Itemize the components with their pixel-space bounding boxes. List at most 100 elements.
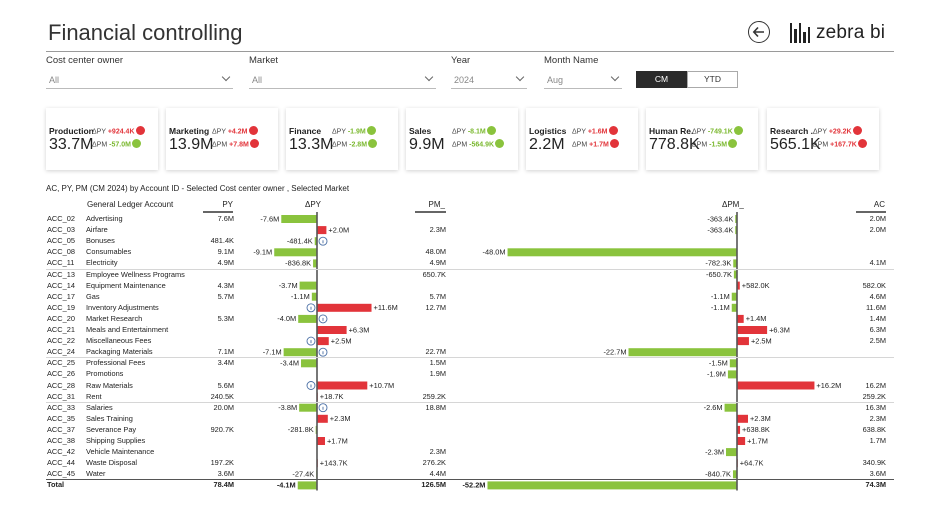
dpm-value: -2.8M: [349, 141, 368, 149]
info-circle-icon[interactable]: [318, 236, 328, 246]
table-row[interactable]: ACC_02 Advertising 7.6M 2.0M: [46, 213, 886, 224]
dpy-bar: [311, 292, 317, 301]
table-row[interactable]: ACC_35 Sales Training 2.3M: [46, 413, 886, 424]
dpy-bar: [301, 359, 317, 368]
table-row[interactable]: ACC_28 Raw Materials 5.6M 16.2M: [46, 380, 886, 391]
table-row[interactable]: ACC_03 Airfare 2.3M 2.0M: [46, 224, 886, 235]
kpi-card-research[interactable]: Research ... 565.1K ΔPY +29.2K ΔPM +167.7K: [767, 108, 879, 170]
account-name: Promotions: [86, 369, 124, 379]
dpm-bar-label: +2.3M: [750, 414, 771, 423]
py-value: 5.3M: [217, 313, 234, 323]
dpm-bar: [735, 226, 737, 235]
month-select[interactable]: Aug: [544, 69, 622, 89]
dpy-bar-label: -7.6M: [260, 214, 279, 223]
table-row[interactable]: ACC_45 Water 3.6M 4.4M 3.6M: [46, 468, 886, 479]
table-row[interactable]: ACC_26 Promotions 1.9M: [46, 368, 886, 379]
status-dot-icon: [609, 139, 619, 148]
pm-value: 12.7M: [425, 302, 446, 312]
card-dpy-row: ΔPY -749.1K: [692, 126, 743, 136]
dpm-bar-label: +1.4M: [746, 314, 767, 323]
info-circle-icon[interactable]: [318, 347, 328, 357]
dpm-bar: [729, 359, 737, 368]
market-select[interactable]: All: [249, 69, 436, 89]
py-value: 481.4K: [210, 236, 234, 246]
table-row[interactable]: ACC_13 Employee Wellness Programs 650.7K: [46, 269, 886, 280]
dpy-label: ΔPY: [452, 128, 466, 136]
kpi-card-marketing[interactable]: Marketing 13.9M ΔPY +4.2M ΔPM +7.8M: [166, 108, 278, 170]
pm-header-underline: [415, 211, 446, 213]
py-value: 240.5K: [210, 391, 234, 401]
table-row[interactable]: ACC_20 Market Research 5.3M 1.4M: [46, 313, 886, 324]
dpy-bar-label: +6.3M: [349, 325, 370, 334]
info-circle-icon[interactable]: [318, 314, 328, 324]
dpm-label: ΔPM: [572, 141, 588, 149]
dpy-bar: [299, 281, 317, 290]
dpm-label: ΔPM: [692, 141, 708, 149]
dpm-label: ΔPM: [332, 141, 348, 149]
back-button[interactable]: [748, 21, 770, 43]
account-id: ACC_08: [47, 247, 75, 257]
table-row[interactable]: ACC_38 Shipping Supplies 1.7M: [46, 435, 886, 446]
dpy-bar-label: -3.4M: [280, 359, 299, 368]
col-header-account: General Ledger Account: [87, 200, 174, 209]
dpy-value: -1.9M: [347, 128, 366, 136]
table-total-row[interactable]: Total 78.4M 126.5M 74.3M: [46, 479, 886, 490]
table-row[interactable]: ACC_24 Packaging Materials 7.1M 22.7M: [46, 346, 886, 357]
table-row[interactable]: ACC_21 Meals and Entertainment 6.3M: [46, 324, 886, 335]
ac-value: 74.3M: [865, 480, 886, 490]
kpi-card-production[interactable]: Production 33.7M ΔPY +924.4K ΔPM -57.0M: [46, 108, 158, 170]
account-id: ACC_33: [47, 402, 75, 412]
dpy-bar: [299, 403, 317, 412]
ytd-toggle[interactable]: YTD: [687, 71, 738, 88]
card-dpm-row: ΔPM -564.9K: [452, 139, 505, 149]
row-separator: [46, 357, 894, 359]
info-circle-icon[interactable]: [306, 381, 316, 390]
info-circle-icon[interactable]: [318, 403, 328, 413]
table-row[interactable]: ACC_17 Gas 5.7M 5.7M 4.6M: [46, 291, 886, 302]
py-value: 3.6M: [217, 469, 234, 479]
table-row[interactable]: ACC_25 Professional Fees 3.4M 1.5M: [46, 357, 886, 368]
table-row[interactable]: ACC_37 Severance Pay 920.7K 638.8K: [46, 424, 886, 435]
col-header-dpm: ΔPM_: [722, 200, 744, 209]
table-row[interactable]: ACC_22 Miscellaneous Fees 2.5M: [46, 335, 886, 346]
account-name: Inventory Adjustments: [86, 302, 159, 312]
pm-value: 276.2K: [422, 458, 446, 468]
logo-text: zebra bi: [815, 22, 886, 43]
table-row[interactable]: ACC_44 Waste Disposal 197.2K 276.2K 340.9K: [46, 457, 886, 468]
account-name: Raw Materials: [86, 380, 133, 390]
account-id: ACC_19: [47, 302, 75, 312]
info-circle-icon[interactable]: [306, 336, 316, 346]
table-row[interactable]: ACC_08 Consumables 9.1M 48.0M: [46, 246, 886, 257]
pm-value: 48.0M: [425, 247, 446, 257]
table-row[interactable]: ACC_11 Electricity 4.9M 4.9M 4.1M: [46, 257, 886, 268]
month-label: Month Name: [544, 55, 599, 66]
account-id: ACC_11: [47, 258, 75, 268]
dpy-bar-label: +2.5M: [331, 336, 352, 345]
card-name: Finance: [289, 126, 322, 136]
dpm-bar: [732, 470, 737, 479]
cost-center-select[interactable]: All: [46, 69, 233, 89]
kpi-card-logistics[interactable]: Logistics 2.2M ΔPY +1.6M ΔPM +1.7M: [526, 108, 638, 170]
table-row[interactable]: ACC_33 Salaries 20.0M 18.8M 16.3M: [46, 402, 886, 413]
account-name: Packaging Materials: [86, 347, 153, 357]
table-row[interactable]: ACC_05 Bonuses 481.4K: [46, 235, 886, 246]
kpi-card-finance[interactable]: Finance 13.3M ΔPY -1.9M ΔPM -2.8M: [286, 108, 398, 170]
dpy-bar: [317, 326, 347, 334]
table-row[interactable]: ACC_31 Rent 240.5K 259.2K 259.2K: [46, 391, 886, 402]
card-dpy-row: ΔPY +29.2K: [813, 126, 862, 136]
table-row[interactable]: ACC_19 Inventory Adjustments 12.7M 11.6M: [46, 302, 886, 313]
year-select[interactable]: 2024: [451, 69, 527, 89]
table-row[interactable]: ACC_42 Vehicle Maintenance 2.3M: [46, 446, 886, 457]
dpy-value: +4.2M: [227, 128, 248, 136]
ac-value: 2.0M: [869, 214, 886, 223]
table-row[interactable]: ACC_14 Equipment Maintenance 4.3M 582.0K: [46, 280, 886, 291]
cm-toggle[interactable]: CM: [636, 71, 687, 88]
info-circle-icon[interactable]: [306, 303, 316, 313]
kpi-card-sales[interactable]: Sales 9.9M ΔPY -8.1M ΔPM -564.9K: [406, 108, 518, 170]
account-id: ACC_31: [47, 391, 75, 401]
card-value: 13.9M: [169, 136, 214, 153]
dpy-bar-label: +10.7M: [369, 381, 394, 390]
ac-value: 1.7M: [869, 436, 886, 445]
